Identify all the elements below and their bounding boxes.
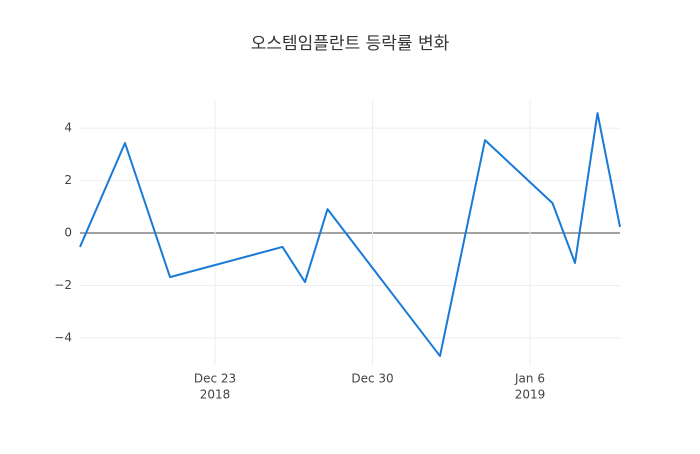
y-tick-label: −4 [54,330,72,344]
y-tick-label: 4 [64,121,72,135]
x-tick-sublabel: 2019 [515,388,546,402]
y-tick-label: −2 [54,278,72,292]
line [79,112,621,358]
y-tick-label: 0 [64,226,72,240]
chart-title: 오스템임플란트 등락률 변화 [251,34,450,54]
x-tick-label: Dec 30 [351,372,393,386]
y-tick-label: 2 [64,173,72,187]
x-tick-sublabel: 2018 [200,388,231,402]
x-tick-label: Dec 23 [194,372,236,386]
x-tick-label: Jan 6 [514,372,545,386]
